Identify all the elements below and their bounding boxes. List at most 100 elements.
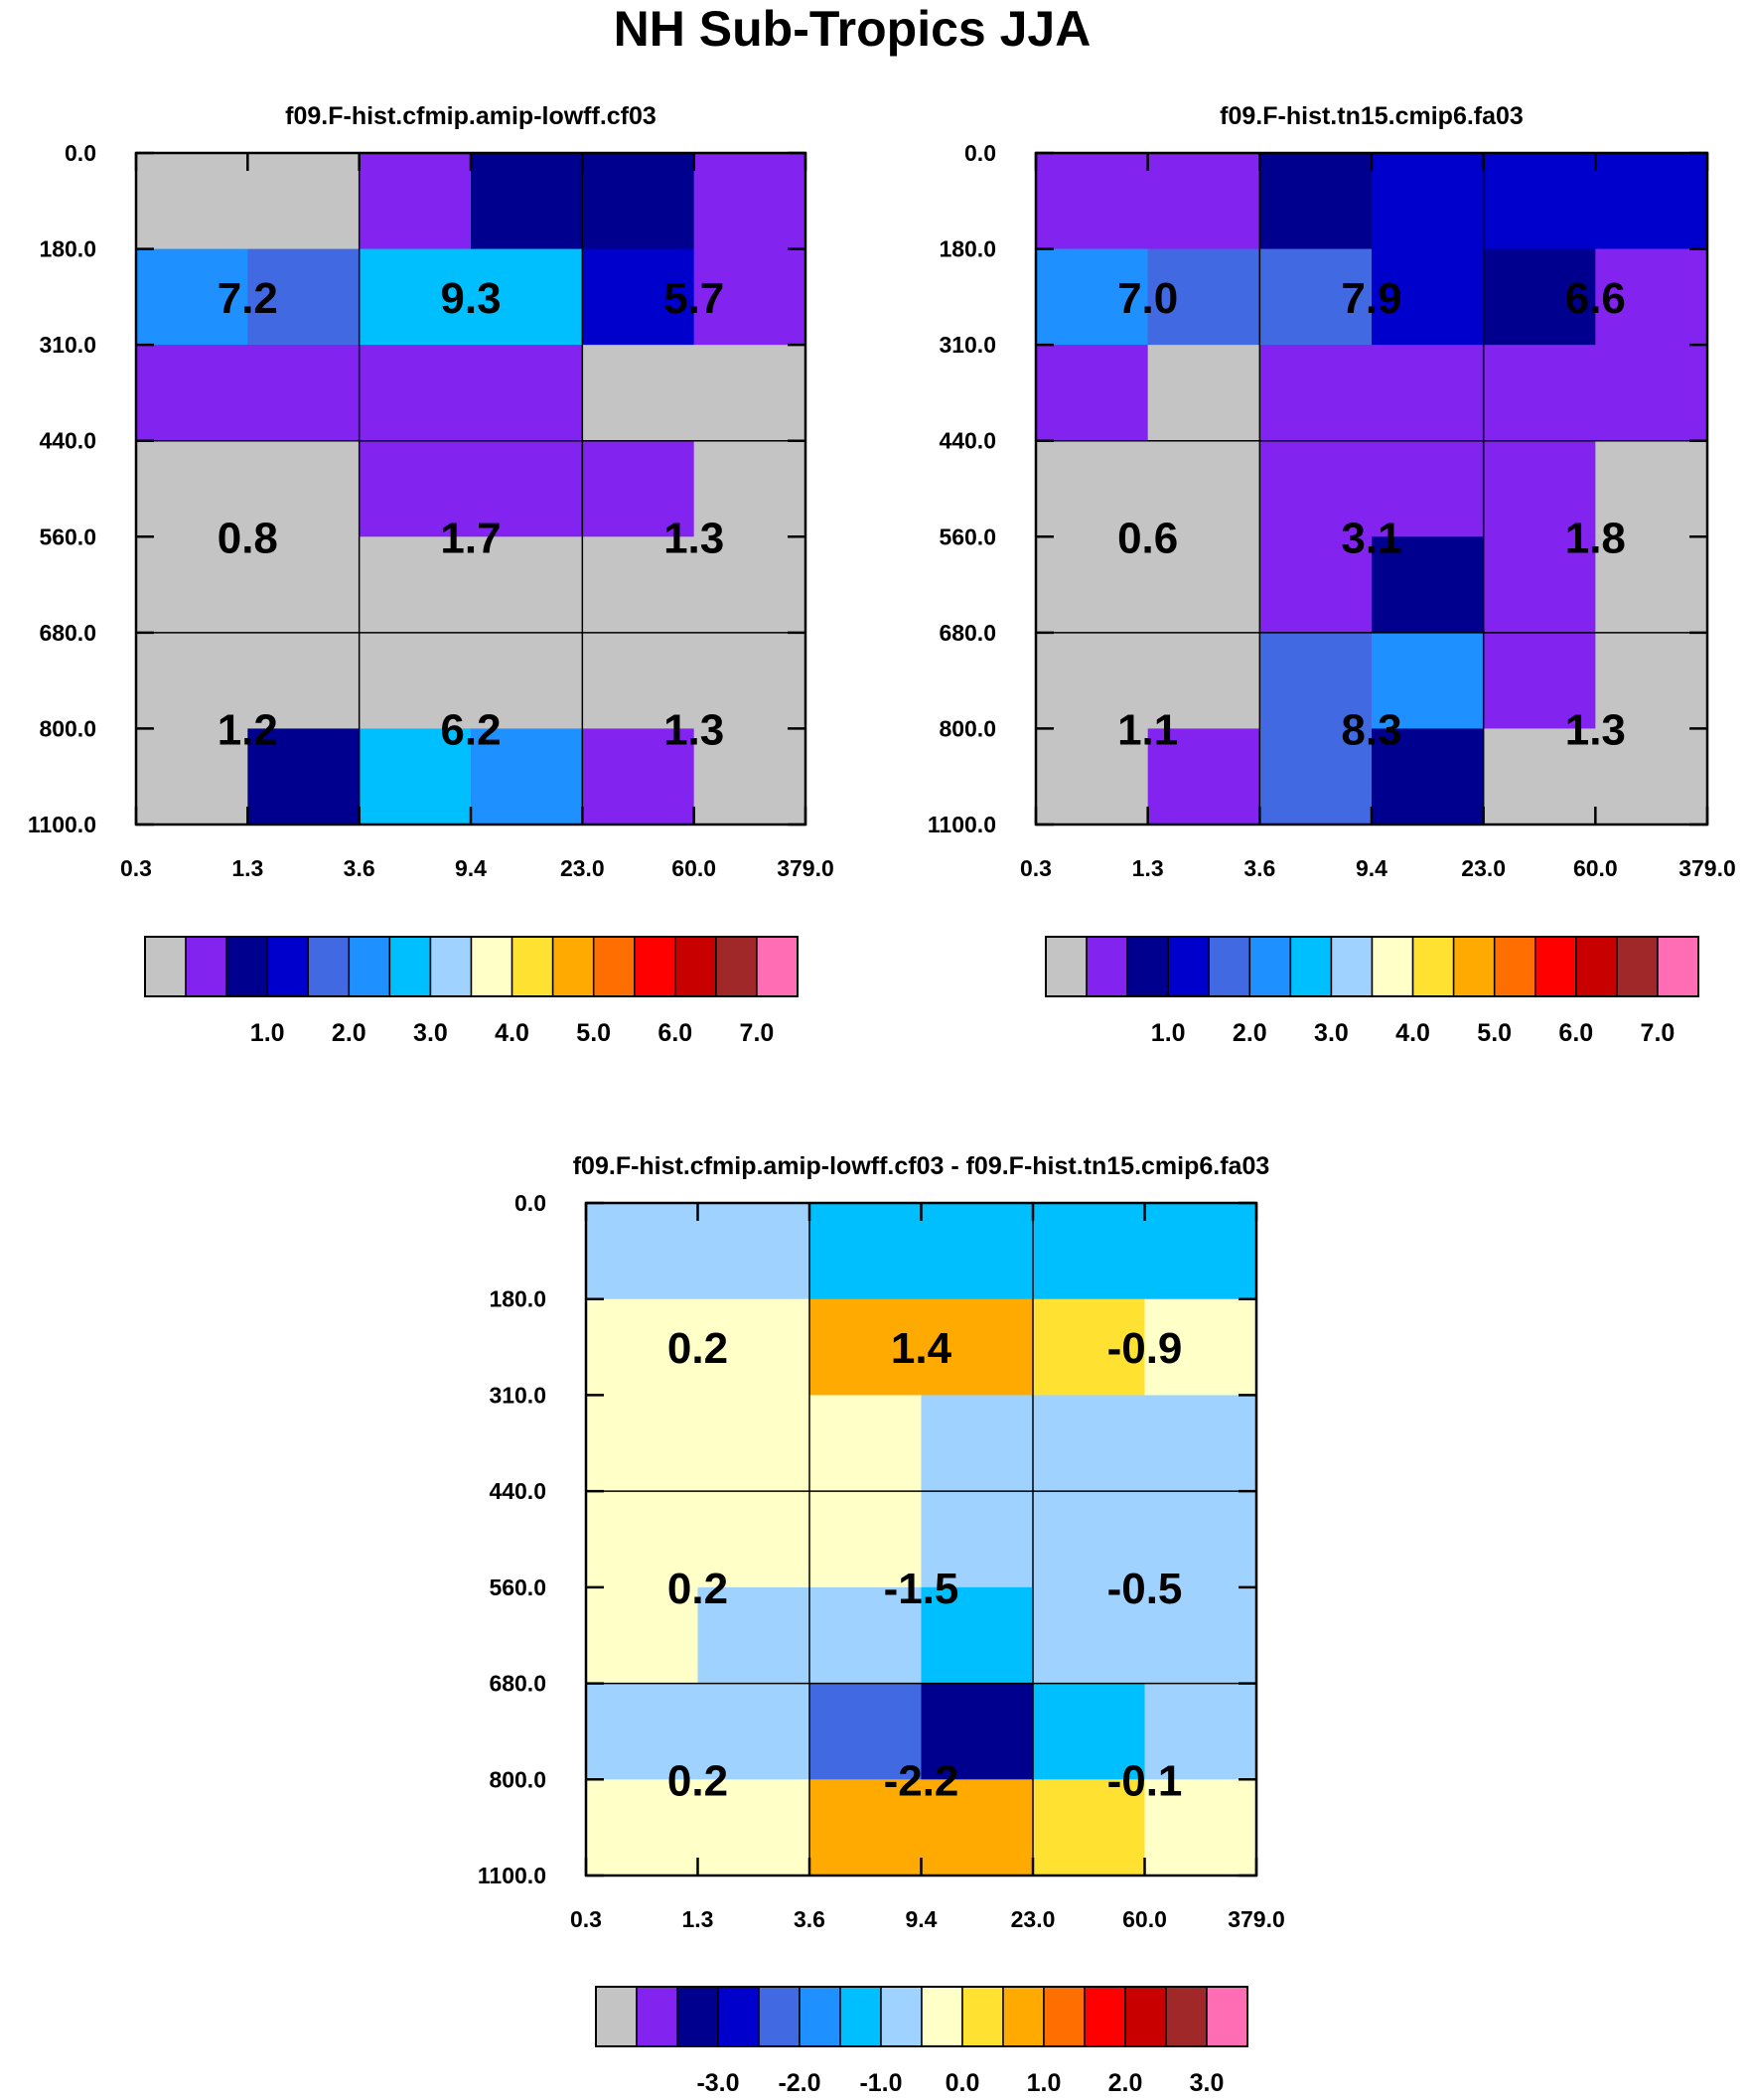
heatmap-cell <box>247 440 361 537</box>
heatmap-cell <box>136 153 248 250</box>
y-tick-label: 680.0 <box>939 620 996 646</box>
colorbar-label: 6.0 <box>1558 1019 1593 1047</box>
y-tick-label: 800.0 <box>939 715 996 741</box>
heatmap-cell <box>582 536 695 634</box>
panel-2: f09.F-hist.tn15.cmip6.fa03 0.0 180.0 310.0 4… <box>928 102 1736 1047</box>
colorbar-swatch <box>1126 936 1169 997</box>
colorbar-swatch <box>592 936 636 997</box>
summary-value: 1.3 <box>663 514 724 562</box>
heatmap-cell <box>1033 1586 1146 1685</box>
colorbar-label: 4.0 <box>1395 1019 1430 1047</box>
x-tick-label: 60.0 <box>1122 1906 1167 1932</box>
x-tick-label: 9.4 <box>906 1906 938 1932</box>
heatmap-cell <box>1259 536 1373 634</box>
heatmap-cell <box>921 1779 1034 1876</box>
y-tick-label: 800.0 <box>489 1766 546 1792</box>
colorbar-frame <box>144 936 799 997</box>
heatmap-cell <box>1483 248 1596 346</box>
heatmap-cell <box>1036 440 1149 537</box>
heatmap-cell <box>921 1203 1034 1300</box>
y-tick-label: 440.0 <box>489 1478 546 1504</box>
summary-value: 0.2 <box>667 1756 728 1805</box>
heatmap-cell <box>697 1779 810 1876</box>
y-tick-label: 180.0 <box>39 236 96 262</box>
heatmap-cell <box>693 440 806 537</box>
x-tick-label: 379.0 <box>777 855 834 881</box>
heatmap-cell <box>697 1298 810 1397</box>
heatmap-cell <box>1483 440 1596 537</box>
summary-value: 1.2 <box>218 705 278 754</box>
y-tick-label: 680.0 <box>39 620 96 646</box>
heatmap-cell <box>1372 440 1485 537</box>
colorbar-swatch <box>636 1986 678 2047</box>
summary-value: 7.2 <box>218 274 278 323</box>
summary-value: -0.1 <box>1107 1756 1183 1805</box>
heatmap-cell <box>1144 1395 1257 1492</box>
y-tick-label: 440.0 <box>39 428 96 454</box>
colorbar-swatch <box>388 936 432 997</box>
summary-value: -0.5 <box>1107 1565 1183 1613</box>
heatmap-cell <box>1036 153 1149 250</box>
colorbar-swatch <box>839 1986 882 2047</box>
colorbar-swatch <box>756 936 799 997</box>
heatmap-cell <box>1144 1203 1257 1300</box>
summary-value: 0.2 <box>667 1565 728 1613</box>
heatmap-cell <box>921 1586 1034 1685</box>
colorbar-frame <box>1045 936 1699 997</box>
heatmap-cell <box>586 1203 699 1300</box>
x-tick-label: 3.6 <box>1243 855 1275 881</box>
x-tick-label: 60.0 <box>671 855 716 881</box>
heatmap-cell <box>247 728 361 825</box>
x-tick-label: 379.0 <box>1678 855 1736 881</box>
y-tick-label: 560.0 <box>939 524 996 549</box>
heatmap-cell <box>582 153 695 250</box>
heatmap-cell <box>136 440 248 537</box>
colorbar-swatch <box>595 1986 638 2047</box>
heatmap-cell <box>1147 153 1260 250</box>
heatmap-cell <box>1147 536 1260 634</box>
y-tick-label: 0.0 <box>964 140 996 166</box>
y-tick-label: 180.0 <box>489 1286 546 1312</box>
heatmap-cell <box>1595 440 1708 537</box>
y-tick-label: 440.0 <box>939 428 996 454</box>
summary-value: 0.2 <box>667 1324 728 1373</box>
y-tick-label: 310.0 <box>489 1382 546 1408</box>
heatmap-cell <box>1259 248 1373 346</box>
heatmap-cell <box>1483 536 1596 634</box>
heatmap-cell <box>1259 632 1373 730</box>
heatmap-cell <box>471 440 583 537</box>
colorbar-swatch <box>1411 936 1455 997</box>
heatmap-cell <box>1144 1683 1257 1780</box>
heatmap-cell <box>1595 153 1708 250</box>
colorbar-swatch <box>551 936 595 997</box>
colorbar-swatch <box>348 936 391 997</box>
colorbar-swatch <box>1086 936 1128 997</box>
colorbar-swatch <box>1043 1986 1086 2047</box>
heatmap-cell <box>582 345 695 442</box>
colorbar-swatch <box>1452 936 1496 997</box>
heatmap-cell <box>1144 1586 1257 1685</box>
heatmap-cell <box>1147 440 1260 537</box>
x-tick-label: 3.6 <box>794 1906 825 1932</box>
heatmap-cell <box>1036 345 1149 442</box>
heatmap-cell <box>1259 440 1373 537</box>
heatmap-cell <box>586 1779 699 1876</box>
summary-value: 0.8 <box>218 514 278 562</box>
colorbar-swatch <box>1371 936 1414 997</box>
x-tick-label: 9.4 <box>455 855 487 881</box>
heatmap-cell <box>586 1683 699 1780</box>
heatmap-cell <box>1036 536 1149 634</box>
heatmap-cell <box>697 1586 810 1685</box>
heatmap-cell <box>809 1395 923 1492</box>
colorbar-label: 1.0 <box>250 1019 285 1047</box>
heatmap-cell <box>1483 153 1596 250</box>
heatmap-cell <box>359 536 472 634</box>
x-tick-label: 1.3 <box>231 855 263 881</box>
summary-value: -1.5 <box>884 1565 959 1613</box>
heatmap-cell <box>1595 728 1708 825</box>
y-tick-label: 680.0 <box>489 1671 546 1697</box>
heatmap-cell <box>471 728 583 825</box>
y-tick-label: 180.0 <box>939 236 996 262</box>
x-tick-label: 0.3 <box>1020 855 1052 881</box>
summary-value: 1.8 <box>1565 514 1626 562</box>
